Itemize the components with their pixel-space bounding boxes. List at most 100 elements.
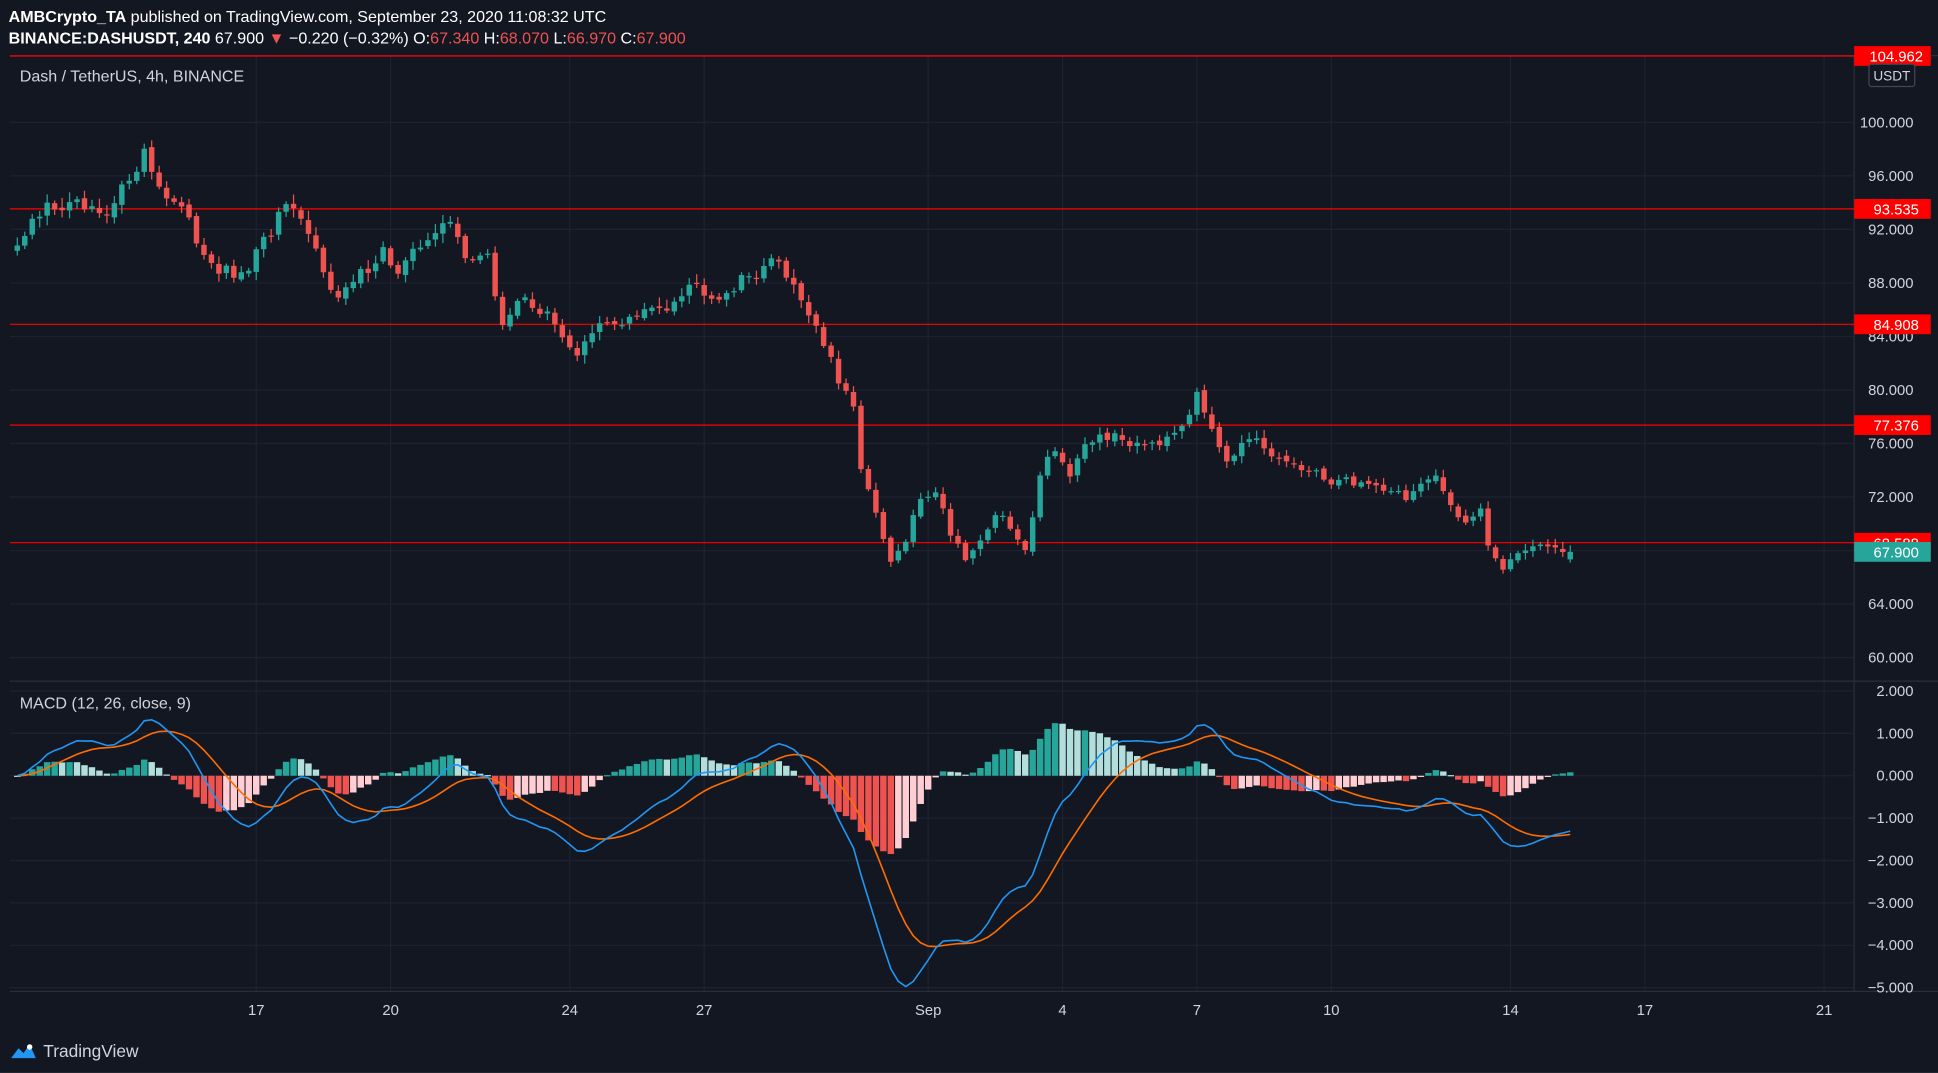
candle-up	[671, 301, 678, 312]
macd-histogram-bar	[678, 757, 685, 776]
macd-histogram-bar	[1559, 773, 1566, 776]
macd-pane	[14, 718, 1574, 988]
candle-up	[1239, 442, 1245, 457]
candle-down	[574, 348, 580, 356]
candle-down	[634, 315, 640, 317]
macd-histogram-bar	[1051, 723, 1059, 776]
candle-down	[537, 308, 543, 314]
candle-up	[1074, 458, 1081, 476]
candle-up	[1418, 483, 1424, 492]
time-axis[interactable]: 17202427Sep47101417212428	[248, 1003, 1938, 1019]
time-tick-label: 24	[562, 1003, 579, 1019]
macd-histogram-bar	[603, 775, 611, 777]
candle-up	[1037, 475, 1043, 518]
tradingview-footer[interactable]: TradingView	[10, 1038, 139, 1063]
candle-down	[716, 296, 722, 300]
macd-histogram-bar	[1193, 761, 1201, 776]
candle-up	[1470, 516, 1476, 521]
macd-tick-label: 2.000	[1876, 684, 1913, 700]
candle-up	[723, 293, 730, 300]
candle-down	[1485, 508, 1491, 546]
macd-histogram-bar	[1552, 774, 1559, 776]
level-tag	[1854, 314, 1931, 335]
symbol-name[interactable]: BINANCE:DASHUSDT, 240	[8, 28, 211, 47]
candle-down	[813, 314, 819, 326]
macd-histogram-bar	[1387, 775, 1395, 782]
price-tick-label: 64.000	[1868, 597, 1913, 613]
publish-info: AMBCrypto_TA published on TradingView.co…	[9, 7, 607, 26]
macd-histogram-bar	[1283, 775, 1290, 790]
candle-up	[746, 276, 752, 278]
macd-histogram-bar	[282, 761, 290, 776]
candle-down	[783, 260, 790, 278]
candle-down	[835, 358, 842, 384]
price-tick-label: 60.000	[1868, 651, 1913, 667]
macd-histogram-bar	[633, 763, 641, 776]
macd-histogram-bar	[536, 775, 544, 793]
candle-up	[484, 253, 491, 255]
time-tick-label: 17	[248, 1003, 265, 1019]
level-tag	[1854, 198, 1931, 219]
macd-histogram-bar	[394, 773, 402, 776]
candle-up	[372, 263, 379, 272]
macd-histogram-bar	[424, 762, 432, 776]
candle-up	[992, 515, 999, 528]
macd-histogram-bar	[506, 775, 514, 800]
candle-up	[977, 540, 984, 550]
macd-histogram-bar	[350, 775, 357, 793]
macd-histogram-bar	[253, 775, 260, 795]
candle-up	[1433, 475, 1439, 482]
macd-histogram-bar	[626, 766, 633, 776]
time-tick-label: 4	[1058, 1003, 1066, 1019]
level-tag	[1854, 46, 1931, 66]
macd-histogram-bar	[1425, 772, 1432, 776]
macd-histogram-bar	[1014, 750, 1021, 776]
macd-histogram-bar	[51, 761, 58, 776]
macd-axis[interactable]: 2.000 1.000 0.000 −1.000 −2.000 −3.000 −4.000 −…	[1868, 684, 1914, 997]
macd-histogram-bar	[1522, 775, 1529, 789]
candle-down	[1291, 463, 1297, 465]
candle-down	[395, 264, 401, 274]
candle-up	[582, 341, 588, 356]
macd-histogram-bar	[865, 775, 872, 841]
macd-histogram-bar	[379, 772, 387, 776]
horizontal-levels[interactable]	[9, 55, 1855, 544]
macd-histogram-bar	[275, 769, 282, 776]
macd-histogram-bar	[215, 775, 223, 812]
candle-up	[1194, 391, 1200, 415]
level-tag-label: 104.962	[1869, 50, 1923, 66]
macd-histogram-bar	[1484, 775, 1492, 787]
candle-down	[1209, 414, 1215, 429]
macd-histogram-bar	[462, 765, 469, 776]
candle-down	[1500, 558, 1506, 570]
price-tick-label: 76.000	[1868, 436, 1913, 452]
macd-histogram-bar	[581, 775, 588, 792]
macd-histogram-bar	[133, 764, 140, 776]
candle-up	[1358, 482, 1364, 487]
publish-date: published on TradingView.com, September …	[130, 7, 607, 26]
macd-histogram-bar	[305, 763, 312, 776]
candle-up	[970, 550, 976, 559]
candle-down	[328, 271, 334, 290]
macd-histogram-bar	[872, 775, 880, 847]
candle-up	[1507, 559, 1514, 570]
candle-up	[917, 498, 924, 517]
candle-up	[410, 248, 416, 262]
price-tick-label: 92.000	[1868, 222, 1913, 238]
macd-tick-label: 1.000	[1876, 726, 1913, 742]
macd-histogram-bar	[1178, 768, 1186, 776]
macd-line	[17, 718, 1571, 988]
price-axis[interactable]: 100.00096.00092.00088.00084.00080.00076.…	[1860, 115, 1914, 666]
candle-down	[708, 295, 715, 299]
currency-badge-label: USDT	[1873, 68, 1910, 83]
publisher-name[interactable]: AMBCrypto_TA	[8, 7, 127, 26]
candle-down	[1306, 470, 1312, 472]
candle-up	[1522, 550, 1529, 554]
candle-down	[156, 172, 162, 187]
macd-tick-label: −5.000	[1868, 981, 1914, 997]
candle-up	[544, 311, 551, 314]
candle-down	[1007, 516, 1014, 529]
macd-histogram-bar	[1253, 775, 1260, 786]
